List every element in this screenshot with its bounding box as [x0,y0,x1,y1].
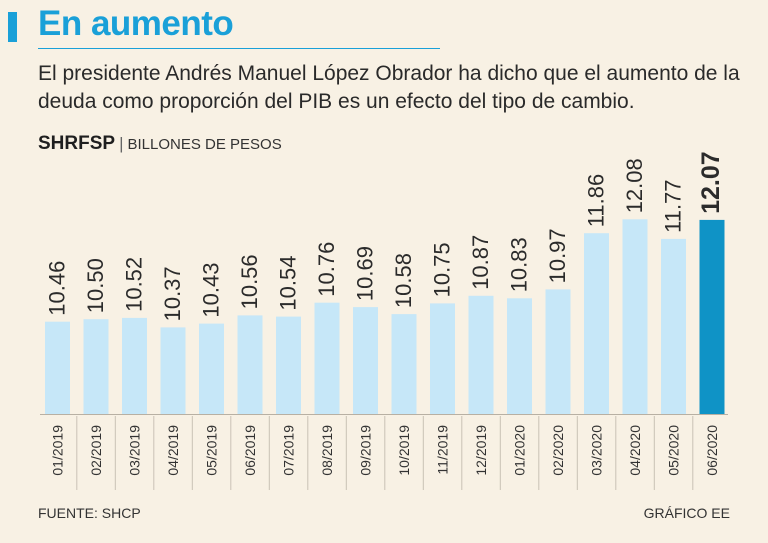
value-label: 10.50 [83,258,108,313]
value-label: 10.83 [507,237,532,292]
category-label: 02/2019 [88,425,104,476]
bar-01-2020 [507,298,532,414]
bar-05-2020 [661,238,686,414]
title-accent-bar [8,12,17,42]
value-label: 10.87 [468,235,493,290]
value-label: 12.08 [622,158,647,213]
heading-separator: | [119,134,124,153]
value-label: 10.54 [276,256,301,311]
bar-04-2020 [622,219,648,414]
value-label: 10.97 [545,228,570,283]
category-label: 01/2020 [512,425,528,476]
value-label: 10.56 [237,254,262,309]
value-label: 10.76 [314,242,339,297]
bar-03-2020 [584,233,609,414]
category-label: 05/2019 [204,425,220,476]
credit-note: GRÁFICO EE [643,505,730,521]
bar-06-2019 [237,315,263,414]
category-label: 07/2019 [281,425,297,476]
value-label: 12.07 [697,151,725,214]
category-label: 12/2019 [473,425,489,476]
category-label: 06/2019 [242,425,258,476]
chart-heading: SHRFSP | BILLONES DE PESOS [38,133,282,155]
value-label: 11.86 [584,174,609,227]
bar-07-2019 [276,316,301,414]
bar-04-2019 [160,327,186,414]
subtitle: El presidente Andrés Manuel López Obrado… [38,62,740,113]
bar-01-2019 [45,321,70,414]
value-label: 10.43 [199,263,224,318]
bar-12-2019 [468,295,494,414]
source-note: FUENTE: SHCP [38,505,141,521]
page-title: En aumento [38,4,234,43]
value-label: 10.52 [122,257,147,312]
value-label: 11.77 [661,179,686,232]
bar-05-2019 [199,323,224,414]
category-label: 05/2020 [666,425,682,476]
bar-06-2020 [699,219,725,414]
bar-09-2019 [353,307,378,414]
category-label: 02/2020 [550,425,566,476]
chart-unit-label: BILLONES DE PESOS [127,136,282,153]
title-divider [38,48,440,49]
category-label: 04/2019 [165,425,181,476]
category-label: 01/2019 [50,425,66,476]
category-label: 11/2019 [435,425,451,475]
category-label: 03/2019 [127,425,143,476]
bar-08-2019 [314,302,340,414]
category-label: 06/2020 [704,425,720,476]
category-label: 04/2020 [627,425,643,476]
value-label: 10.75 [430,242,455,297]
bar-11-2019 [430,303,455,414]
category-label: 10/2019 [396,425,412,476]
value-label: 10.46 [45,261,70,316]
category-label: 09/2019 [358,425,374,476]
value-label: 10.69 [353,246,378,301]
category-label: 08/2019 [319,425,335,476]
bar-02-2020 [545,289,571,414]
chart-series-name: SHRFSP [38,133,116,154]
value-label: 10.58 [391,253,416,308]
bar-03-2019 [122,317,147,414]
bar-02-2019 [83,319,109,414]
bar-10-2019 [391,314,417,414]
value-label: 10.37 [160,266,185,321]
category-label: 03/2020 [589,425,605,476]
